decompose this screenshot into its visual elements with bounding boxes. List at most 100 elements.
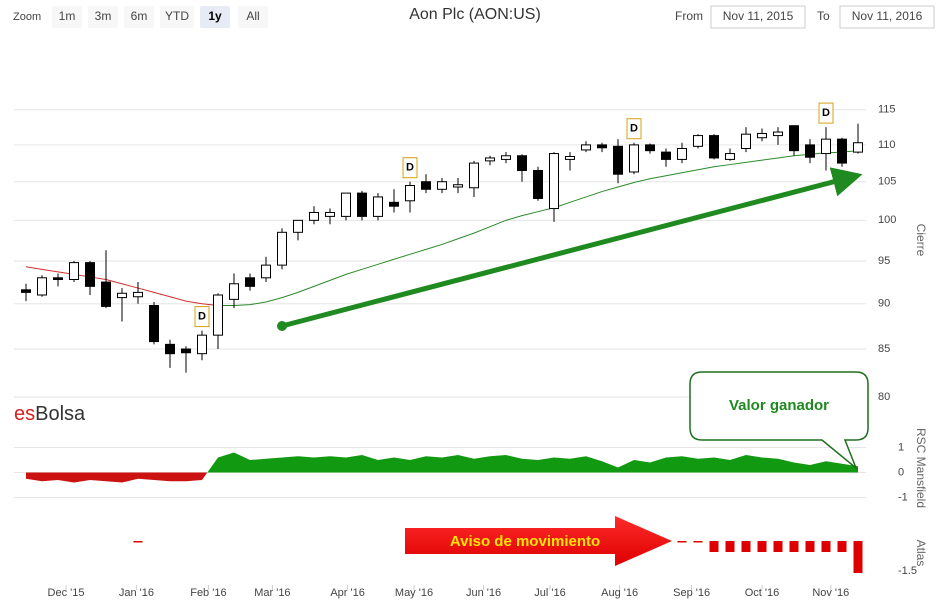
candle-body <box>741 133 751 149</box>
bar <box>757 541 767 552</box>
candle-body <box>773 131 783 137</box>
candle-body <box>341 192 351 217</box>
flag-label: D <box>630 123 638 135</box>
candle-body <box>21 289 31 293</box>
from-input[interactable] <box>710 5 806 29</box>
flag <box>194 306 210 328</box>
bar <box>853 541 863 573</box>
trend-arrow-start <box>277 321 287 331</box>
candle-body <box>197 334 207 355</box>
y-axis-title: Atlas <box>914 540 928 567</box>
candle-body <box>757 132 767 139</box>
bar <box>133 541 143 543</box>
zoom-button[interactable] <box>160 6 194 28</box>
candle-body <box>437 181 447 190</box>
x-tick-label: May '16 <box>395 587 433 599</box>
zoom-button-label: 3m <box>95 9 112 23</box>
candle-body <box>581 144 591 151</box>
y-tick-label: 105 <box>878 176 896 188</box>
candle-body <box>789 125 799 152</box>
candle-body <box>149 305 159 343</box>
zoom-button-label: 1y <box>208 9 222 23</box>
candle-body <box>245 277 255 287</box>
candle-body <box>661 151 671 160</box>
flag <box>818 102 834 124</box>
x-tick-label: Oct '16 <box>745 587 780 599</box>
candle-body <box>53 277 63 280</box>
candle-body <box>453 184 463 188</box>
candle-body <box>613 145 623 175</box>
candle-body <box>677 147 687 160</box>
candle-body <box>69 262 79 280</box>
candle-body <box>101 281 111 307</box>
y-tick-label: 1 <box>898 441 904 453</box>
y-tick-label: 80 <box>878 391 890 403</box>
zoom-label: Zoom <box>13 11 41 23</box>
zoom-button-label: 1m <box>59 9 76 23</box>
y-axis-title: RSC Mansfield <box>914 428 928 508</box>
logo-prefix: es <box>14 403 35 425</box>
callout-box <box>689 371 869 471</box>
bar <box>805 541 815 552</box>
candle-body <box>389 201 399 207</box>
zoom-button[interactable] <box>124 6 154 28</box>
callout-text: Valor ganador <box>729 397 829 414</box>
bar <box>773 541 783 552</box>
candle-body <box>709 135 719 159</box>
zoom-button[interactable] <box>200 6 230 28</box>
flag-label: D <box>822 107 830 119</box>
candle-body <box>325 211 335 217</box>
candle-body <box>261 264 271 279</box>
x-tick-label: Jun '16 <box>466 587 501 599</box>
flag <box>626 118 642 140</box>
banner-arrow <box>405 516 672 566</box>
candle-body <box>597 144 607 149</box>
candle-body <box>133 291 143 298</box>
bar <box>709 541 719 552</box>
candle-body <box>821 138 831 155</box>
candle-body <box>517 155 527 171</box>
y-tick-label: -1.5 <box>898 565 917 577</box>
y-tick-label: -1 <box>898 491 908 503</box>
zoom-button[interactable] <box>52 6 82 28</box>
candle-body <box>533 169 543 199</box>
to-label: To <box>817 9 830 23</box>
y-tick-label: 100 <box>878 214 896 226</box>
candle-body <box>357 192 367 217</box>
x-tick-label: Apr '16 <box>330 587 365 599</box>
candle-body <box>469 162 479 189</box>
x-tick-label: Sep '16 <box>673 587 710 599</box>
to-date: Nov 11, 2016 <box>852 9 923 23</box>
candle-body <box>485 157 495 162</box>
candle-body <box>645 144 655 152</box>
candle-body <box>373 196 383 217</box>
candle-body <box>853 142 863 153</box>
candle-body <box>549 153 559 210</box>
flag-label: D <box>406 162 414 174</box>
area-positive <box>26 452 858 473</box>
x-tick-label: Feb '16 <box>190 587 226 599</box>
zoom-button[interactable] <box>238 6 268 28</box>
chart-title: Aon Plc (AON:US) <box>409 6 541 23</box>
candle-body <box>117 292 127 299</box>
bar <box>789 541 799 552</box>
y-tick-label: 110 <box>878 139 896 151</box>
logo-suffix: Bolsa <box>35 403 86 425</box>
zoom-button-label: YTD <box>165 9 189 23</box>
to-input[interactable] <box>839 5 935 29</box>
candle-body <box>37 277 47 296</box>
candle-body <box>181 348 191 354</box>
candle-body <box>725 153 735 160</box>
y-tick-label: 85 <box>878 343 890 355</box>
y-tick-label: 90 <box>878 298 890 310</box>
y-tick-label: 115 <box>878 104 896 116</box>
x-tick-label: Jan '16 <box>119 587 154 599</box>
bar <box>837 541 847 552</box>
x-tick-label: Aug '16 <box>601 587 638 599</box>
candle-body <box>213 294 223 336</box>
candle-body <box>693 135 703 147</box>
zoom-button[interactable] <box>88 6 118 28</box>
x-tick-label: Nov '16 <box>812 587 849 599</box>
candle-body <box>805 144 815 158</box>
